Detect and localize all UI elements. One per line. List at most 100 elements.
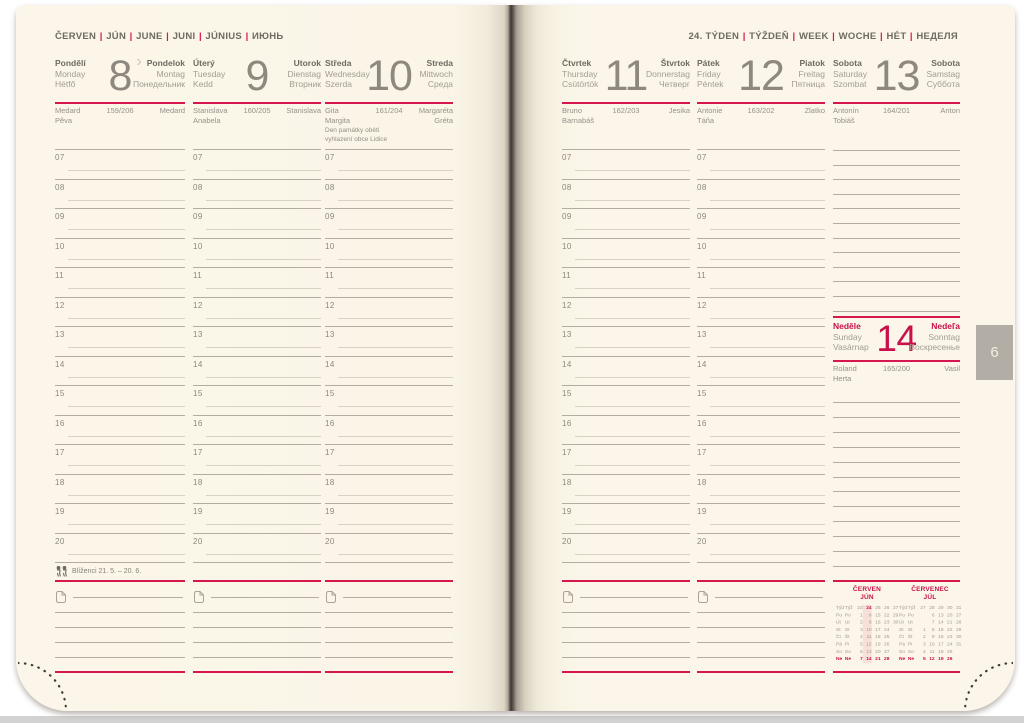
mini-calendar-cell: 23 <box>884 620 890 626</box>
hour-label: 15 <box>55 389 65 398</box>
nameday-name: Anabela <box>193 116 221 125</box>
mini-calendar-row: Po Po 1 8 15 22 29 <box>836 612 898 620</box>
hour-label: 16 <box>697 418 707 428</box>
note-line <box>562 642 690 643</box>
hour-grid: 07 08 09 10 11 12 13 14 15 16 17 18 19 20 <box>55 149 185 565</box>
ruled-line <box>833 521 960 523</box>
day-name-hu: Péntek <box>697 79 724 89</box>
day-name-ru: Понедельник <box>132 79 185 89</box>
hour-half-line <box>68 553 185 555</box>
hour-half-line <box>575 347 690 348</box>
nameday-name: Vasil <box>944 364 960 373</box>
day-header-rule <box>833 360 960 362</box>
day-number: 14 <box>876 318 917 359</box>
hour-label: 19 <box>697 507 707 516</box>
mini-calendar-cell: St <box>844 627 850 633</box>
mini-calendar-cell: 16 <box>938 634 944 640</box>
hour-slot: 16 <box>325 414 453 446</box>
divider-rule <box>833 580 960 582</box>
hour-label: 09 <box>325 212 335 221</box>
hour-label: 08 <box>193 182 203 192</box>
mini-calendar-cell: 6 <box>931 613 935 618</box>
mini-calendar-cell: 5 <box>923 656 926 662</box>
mini-calendar-cell: 14 <box>938 620 944 626</box>
day-header: Pátek Friday Péntek 12 Piatok Freitag Пя… <box>697 53 825 102</box>
hour-slot: 20 <box>55 532 185 564</box>
day-name-de: Mittwoch <box>419 68 453 79</box>
hour-half-line <box>710 376 825 378</box>
mini-calendar-row: Út Ut 2 9 16 23 30 <box>836 619 898 627</box>
month-tab: 6 <box>976 325 1013 380</box>
ruled-line <box>833 223 960 224</box>
day-name-en: Saturday <box>833 68 868 79</box>
hour-half-line <box>338 553 453 555</box>
day-name-hu: Hétfő <box>55 79 76 89</box>
hour-label: 09 <box>55 212 65 221</box>
hour-slot: 14 <box>193 355 321 387</box>
hour-slot: 07 <box>55 149 185 180</box>
hour-half-line <box>710 347 825 348</box>
mini-calendar-cell: 2 <box>923 634 926 640</box>
day-name-sk: Pondelok <box>146 58 185 68</box>
hour-label: 07 <box>325 153 335 162</box>
note-line <box>211 597 319 598</box>
hour-half-line <box>710 317 825 319</box>
hour-label: 15 <box>697 389 707 398</box>
mini-calendar-cell: Týž <box>844 605 853 611</box>
divider-rule <box>562 580 690 582</box>
hour-slot: 15 <box>193 385 321 416</box>
mini-calendar-cell: Št <box>844 634 850 640</box>
hour-slot: 12 <box>325 296 453 328</box>
mini-calendar-title: ČERVENEC <box>911 586 949 593</box>
mini-calendar-cell: So <box>844 649 851 655</box>
nameday-czech: Bruno Barnabáš <box>562 106 594 126</box>
mini-calendar-row: Čt Št 2 9 16 23 30 <box>899 634 961 641</box>
zodiac-label: Blíženci 21. 5. – 20. 6. <box>72 567 142 575</box>
day-name-en: Tuesday <box>193 68 226 79</box>
hour-half-line <box>68 347 185 348</box>
day-name-en: Wednesday <box>325 68 370 79</box>
hour-half-line <box>710 553 825 555</box>
nameday-name: Gréta <box>434 116 453 125</box>
hour-slot: 10 <box>193 237 321 269</box>
hour-half-line <box>206 435 321 437</box>
hour-slot: 12 <box>55 296 185 328</box>
mini-calendar-cell: 27 <box>892 605 899 611</box>
hour-label: 17 <box>697 448 707 457</box>
mini-calendar-row: St St 3 10 17 24 <box>836 626 898 635</box>
hour-half-line <box>68 258 185 260</box>
mini-calendar-cell: 30 <box>947 605 953 611</box>
mini-calendar-cell <box>889 649 898 656</box>
ruled-line <box>833 193 960 195</box>
day-header-rule <box>193 102 321 104</box>
day-column-monday: Pondělí Monday Hétfő 8 ☾ Pondelok Montag… <box>55 53 185 677</box>
note-line <box>55 612 185 613</box>
mini-calendar-cell: 28 <box>929 605 935 611</box>
mini-calendar-row: Týd Týž 23 24 25 26 27 <box>836 605 899 613</box>
day-names-slovak: Piatok Freitag Пятница <box>791 58 825 90</box>
ruled-line <box>833 296 960 297</box>
ruled-line <box>833 164 960 166</box>
day-name-cs: Neděle <box>833 321 861 331</box>
nameday-name: Barnabáš <box>562 116 595 125</box>
hour-slot: 10 <box>325 237 453 269</box>
zodiac-row: Blíženci 21. 5. – 20. 6. <box>55 564 185 578</box>
day-name-cs: Pondělí <box>55 58 86 68</box>
mini-calendar-cell: 26 <box>884 605 890 611</box>
day-name-de: Dienstag <box>287 68 321 79</box>
mini-calendar-row: St St 1 8 15 22 29 <box>899 627 961 634</box>
ruled-line <box>833 565 960 567</box>
note-line <box>580 597 688 598</box>
day-name-ru: Вторник <box>289 79 321 89</box>
day-header: Pondělí Monday Hétfő 8 ☾ Pondelok Montag… <box>55 53 185 102</box>
hour-slot: 08 <box>55 178 185 210</box>
mini-calendar-cell: 27 <box>955 613 962 618</box>
hour-half-line <box>206 347 321 348</box>
corner-perforation-left <box>18 661 68 711</box>
hour-half-line <box>68 376 185 378</box>
mini-calendar-cell: Pá <box>836 642 842 648</box>
hour-slot: 16 <box>55 414 185 446</box>
hour-slot: 12 <box>193 296 321 328</box>
hour-half-line <box>575 317 690 319</box>
